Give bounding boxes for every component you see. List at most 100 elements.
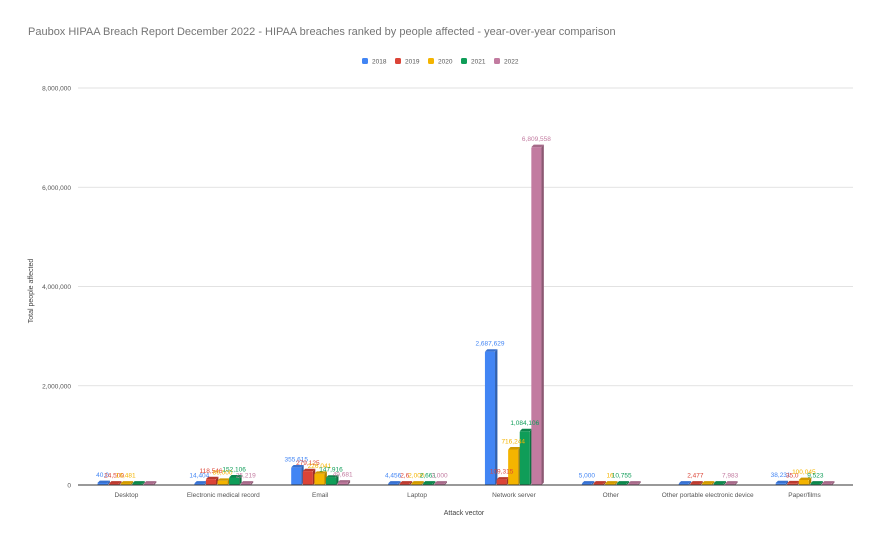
data-label: 5,000 <box>579 473 596 480</box>
data-label: 4,456 <box>385 473 402 480</box>
bar-side <box>626 481 630 485</box>
data-label: 2,477 <box>687 473 704 480</box>
bar-side <box>347 480 351 485</box>
bar-side <box>107 480 110 485</box>
legend: 2018 2019 2020 2021 2022 <box>362 58 519 66</box>
x-tick-label: Other <box>603 492 620 499</box>
bar-side <box>421 481 424 485</box>
bar-top <box>411 481 424 484</box>
bar-top <box>240 481 254 484</box>
data-label: 109,315 <box>490 469 514 476</box>
bar <box>229 477 240 485</box>
y-axis: 0 2,000,000 4,000,000 6,000,000 8,000,000 <box>42 86 71 490</box>
bar-top <box>484 349 498 352</box>
bar-side <box>444 481 447 485</box>
bar-top <box>519 428 533 432</box>
x-tick-label: Other portable electronic device <box>662 492 754 499</box>
bar-top <box>690 481 703 484</box>
x-tick-label: Electronic medical record <box>187 492 260 499</box>
bar-top <box>434 481 447 484</box>
bar-top <box>302 468 316 472</box>
bar-side <box>591 481 595 485</box>
bar <box>325 477 337 485</box>
data-label: 16 <box>606 473 614 480</box>
x-tick-label: Desktop <box>115 492 139 499</box>
bar <box>508 449 519 485</box>
legend-swatch <box>428 58 434 64</box>
bar <box>519 431 530 485</box>
bar-top <box>496 477 510 480</box>
y-tick-label: 4,000,000 <box>42 284 71 291</box>
bar <box>205 479 217 485</box>
gridlines <box>78 87 853 387</box>
bar-side <box>615 481 618 485</box>
bar-side <box>495 349 498 485</box>
bar-top <box>810 481 823 484</box>
data-label: 118,546 <box>199 468 222 475</box>
legend-swatch <box>494 58 500 64</box>
data-label: 14,404 <box>189 473 209 480</box>
bar-side <box>398 481 401 485</box>
data-label: 279,125 <box>296 460 320 467</box>
y-axis-title: Total people affected <box>28 259 35 324</box>
bar-top <box>132 481 145 484</box>
bar-side <box>820 481 823 485</box>
legend-label: 2018 <box>372 59 387 66</box>
data-label: 6,809,558 <box>522 136 551 143</box>
bar-top <box>325 475 339 478</box>
bar-top <box>821 481 835 484</box>
bar <box>484 351 496 485</box>
x-tick-label: Network server <box>492 492 537 499</box>
data-label: 2,687,629 <box>476 341 505 348</box>
bar-top <box>678 481 692 484</box>
bar-side <box>541 144 544 485</box>
data-label: 152,106 <box>222 466 246 473</box>
bar-top <box>422 481 436 484</box>
bar <box>496 479 507 485</box>
y-tick-label: 0 <box>67 483 71 490</box>
bar-top <box>798 477 812 481</box>
legend-swatch <box>395 58 401 64</box>
bar <box>217 480 228 485</box>
bar-top <box>593 481 606 484</box>
x-tick-label: Laptop <box>407 492 427 499</box>
bar-side <box>153 481 157 485</box>
data-label: 38,231 <box>771 472 791 479</box>
y-tick-label: 6,000,000 <box>42 185 71 192</box>
bar-side <box>603 481 606 485</box>
bar-side <box>808 477 812 485</box>
bar-top <box>97 480 110 484</box>
bar-top <box>194 481 207 484</box>
bar-side <box>409 481 413 485</box>
bar-top <box>616 481 630 484</box>
bar-side <box>832 481 835 485</box>
bar-top <box>388 481 401 484</box>
bar-side <box>638 481 641 485</box>
bar-top <box>205 476 219 480</box>
bar-top <box>109 481 122 484</box>
data-label: 86,000 <box>213 470 233 477</box>
data-label: 24,500 <box>104 473 124 480</box>
legend-label: 2019 <box>405 59 420 66</box>
chart-title: Paubox HIPAA Breach Report December 2022… <box>28 26 616 38</box>
bar-top <box>725 481 738 484</box>
bar-side <box>239 475 242 485</box>
bar-top <box>399 481 413 484</box>
data-label: 7,983 <box>722 473 739 480</box>
bar-top <box>787 480 800 484</box>
bar <box>798 480 809 485</box>
bar-side <box>785 480 789 485</box>
legend-label: 2021 <box>471 59 486 66</box>
bar-top <box>229 475 242 478</box>
bar-top <box>713 481 726 484</box>
bar-top <box>120 481 134 484</box>
x-axis-title: Attack vector <box>444 510 485 517</box>
data-label: 147,916 <box>319 467 343 474</box>
data-label: 1,084,106 <box>510 420 539 427</box>
data-label: 35,0 <box>786 472 799 479</box>
bar-top <box>508 447 521 450</box>
x-tick-label: Paper/films <box>788 492 821 499</box>
data-label: 49,681 <box>333 472 353 479</box>
